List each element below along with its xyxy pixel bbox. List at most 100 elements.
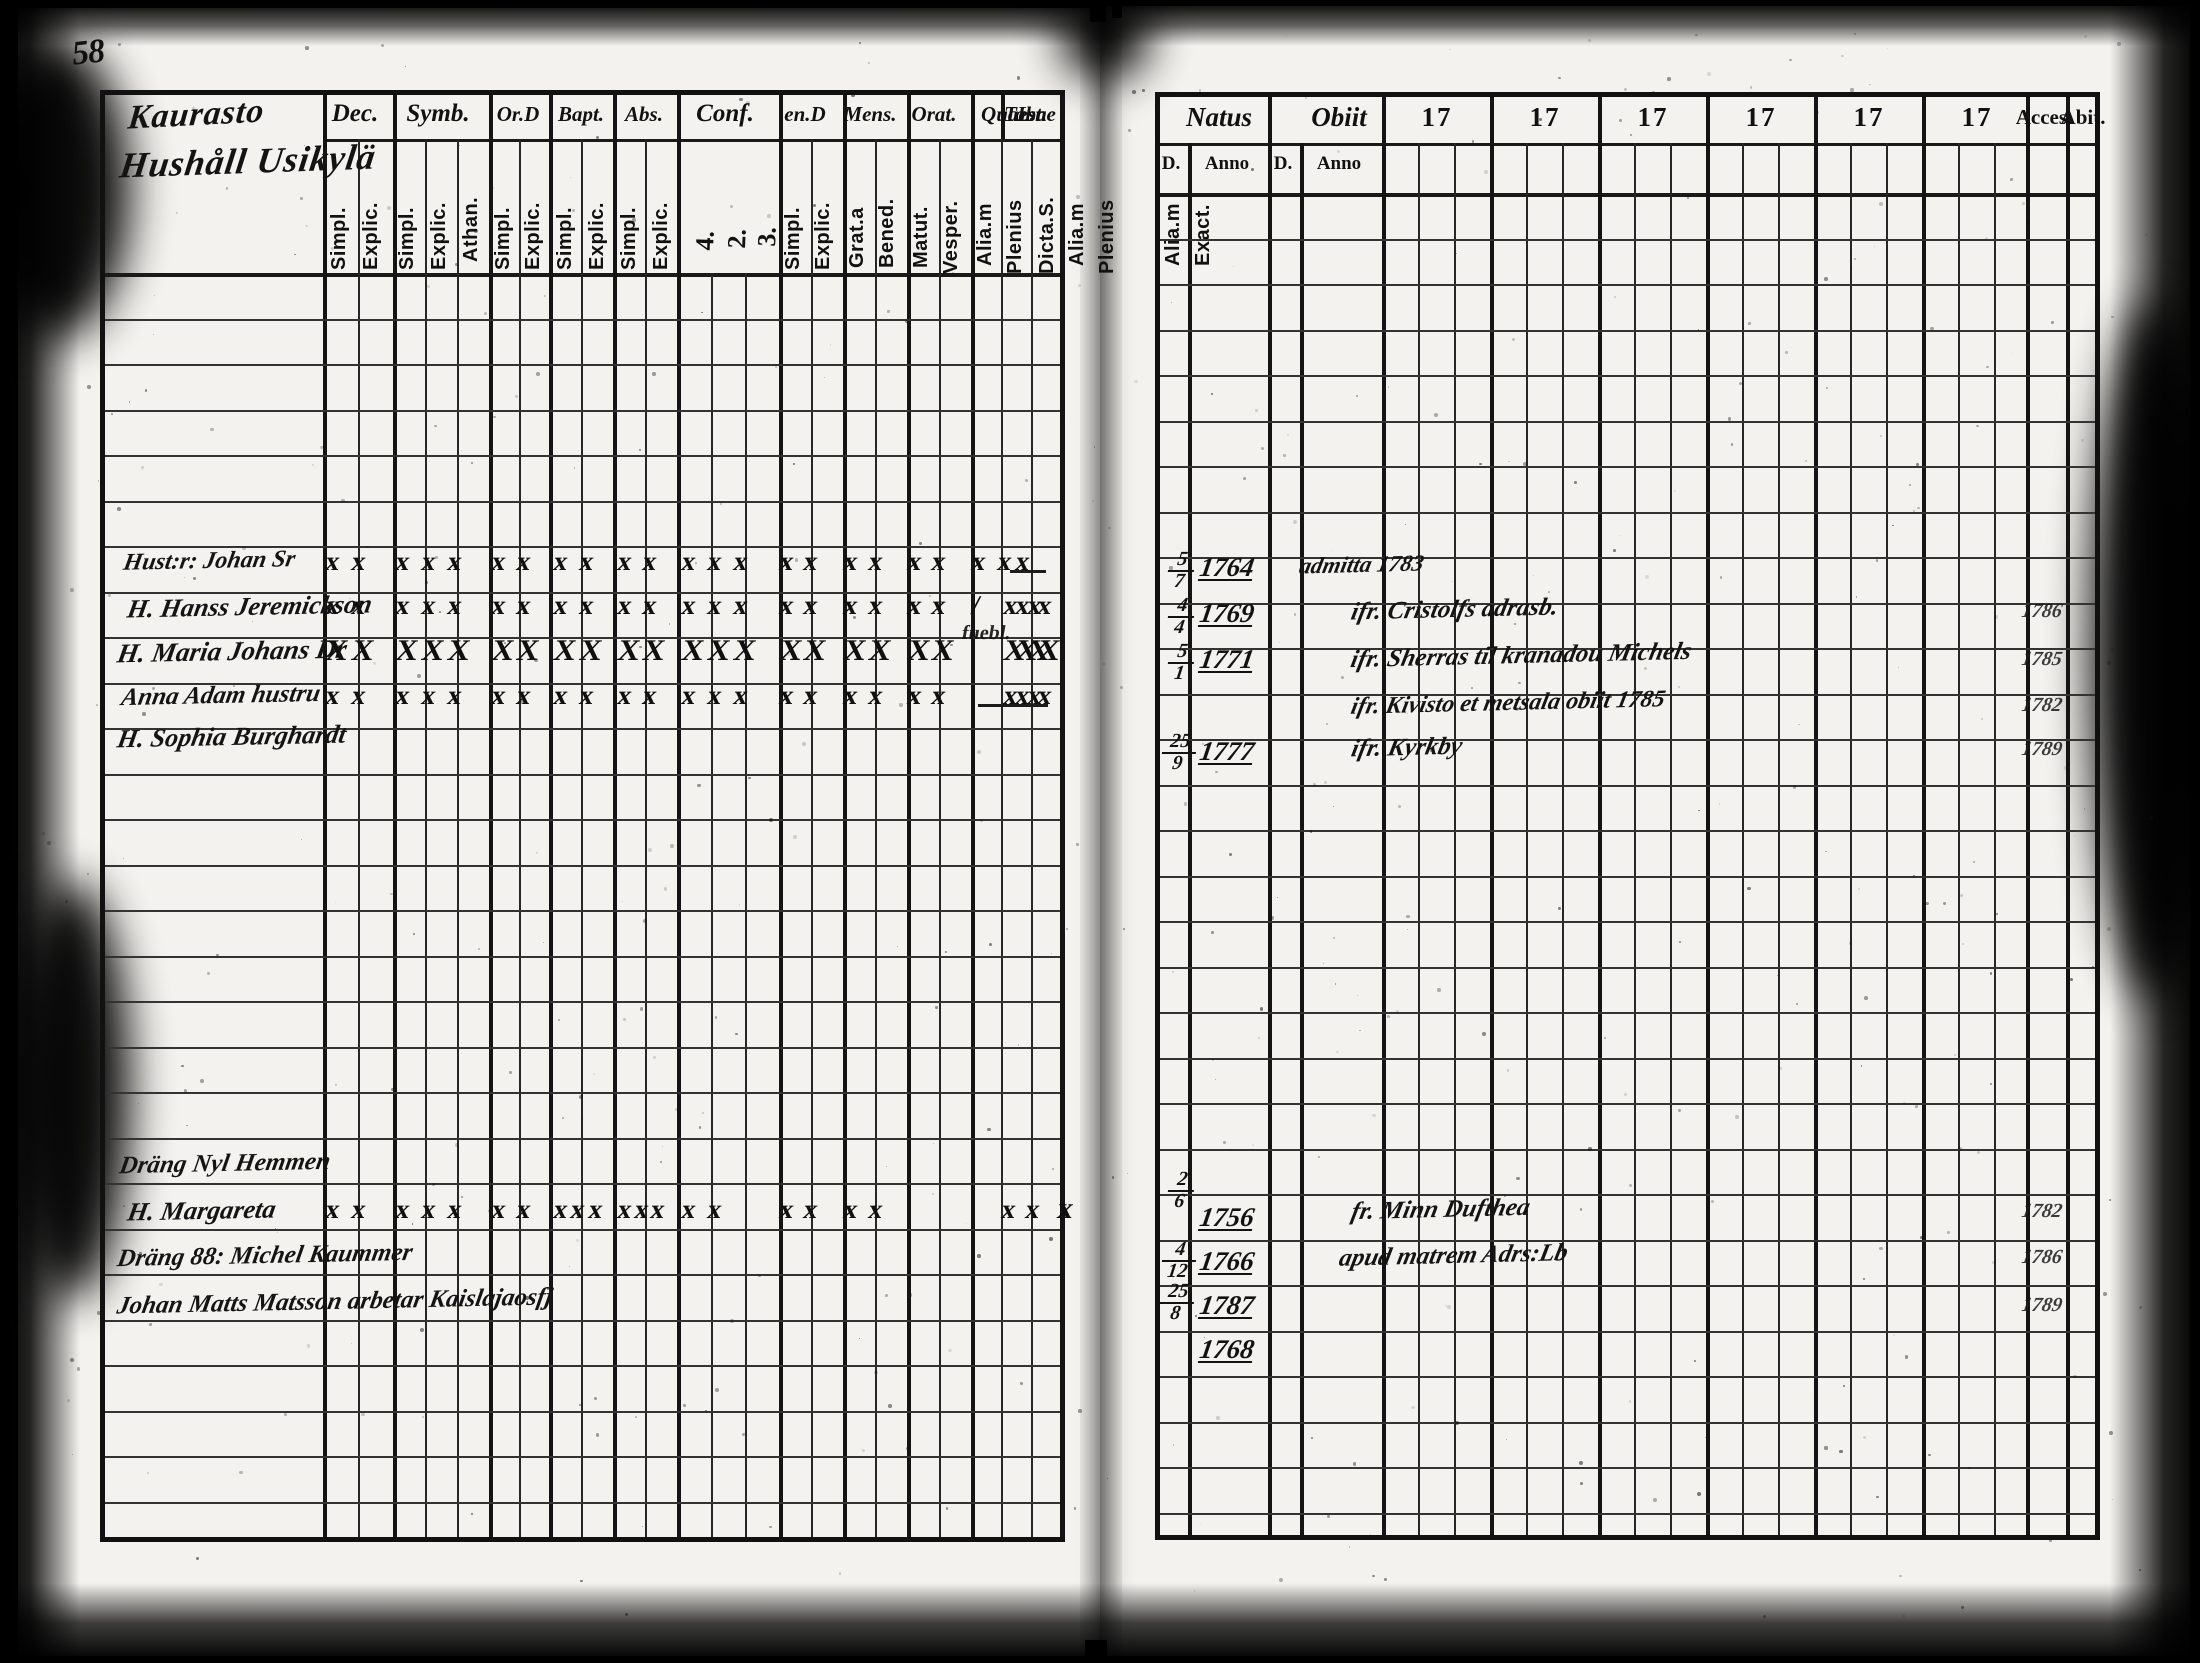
scan-speck	[1259, 1007, 1264, 1011]
scan-speck	[1333, 805, 1335, 808]
scan-speck	[460, 1196, 464, 1199]
row-rule	[105, 409, 1060, 412]
scan-speck	[1310, 830, 1313, 833]
scan-speck	[1849, 267, 1852, 270]
scan-speck	[830, 344, 832, 346]
scan-speck	[977, 749, 982, 754]
scan-speck	[1686, 197, 1689, 200]
scan-speck	[843, 266, 846, 270]
acces-year: 1782	[2020, 694, 2065, 716]
scan-speck	[183, 1089, 188, 1093]
scan-speck	[525, 1295, 530, 1300]
scan-speck	[1613, 549, 1616, 552]
col-sep	[677, 95, 681, 1537]
scan-speck	[1019, 1381, 1024, 1385]
scan-speck	[390, 893, 393, 896]
scan-speck	[372, 661, 376, 665]
scan-speck	[695, 561, 698, 565]
scan-speck	[1667, 77, 1671, 81]
scan-speck	[1976, 1151, 1980, 1155]
scan-blotch	[1060, 0, 1150, 80]
scan-speck	[1788, 58, 1792, 62]
scan-speck	[99, 1392, 103, 1396]
scan-speck	[100, 1296, 103, 1299]
scan-speck	[572, 208, 576, 212]
scan-speck	[2025, 221, 2030, 225]
scan-speck	[1522, 462, 1527, 467]
scan-speck	[151, 687, 155, 691]
scan-speck	[330, 246, 334, 250]
scan-speck	[1559, 1280, 1564, 1285]
scan-speck	[139, 1251, 142, 1255]
scan-speck	[1912, 874, 1915, 877]
natus-day: 25 9	[1159, 730, 1199, 774]
scan-speck	[621, 900, 623, 902]
scan-speck	[2110, 647, 2114, 651]
col-header-conf: Conf.	[696, 100, 754, 127]
scan-speck	[1491, 1386, 1493, 1388]
scan-speck	[1323, 781, 1327, 785]
scan-speck	[1325, 723, 1328, 726]
subheader-natus-anno: Anno	[1204, 153, 1250, 174]
scan-speck	[1850, 88, 1854, 92]
col-header-year-1: 17	[1421, 101, 1453, 132]
scan-speck	[1968, 1466, 1971, 1470]
scan-speck	[1735, 1114, 1739, 1119]
scan-speck	[1128, 129, 1131, 133]
list-item: H. Margareta	[125, 1194, 279, 1227]
scan-speck	[209, 427, 214, 432]
scan-speck	[1017, 1044, 1020, 1047]
scan-speck	[1134, 379, 1138, 384]
scan-speck	[1814, 1388, 1817, 1391]
scan-speck	[70, 588, 74, 592]
scan-speck	[2011, 353, 2013, 355]
col-header-year-4: 17	[1745, 101, 1777, 132]
subheader-tabae-alia: Alia.m	[1066, 202, 1088, 266]
scan-speck	[1395, 1010, 1399, 1014]
scan-speck	[1108, 526, 1111, 529]
scan-speck	[1946, 1230, 1951, 1234]
scan-speck	[1624, 1092, 1628, 1097]
scan-speck	[767, 214, 772, 218]
scan-speck	[1696, 1492, 1701, 1497]
scan-speck	[735, 1032, 738, 1036]
scan-speck	[1619, 535, 1621, 537]
scan-speck	[1972, 860, 1976, 864]
scan-speck	[1216, 1416, 1220, 1420]
scan-speck	[1384, 1578, 1387, 1581]
scan-speck	[1730, 443, 1734, 446]
scan-speck	[887, 310, 890, 313]
obiit-note: admitta 1783	[1297, 550, 1427, 579]
col-sep	[1886, 143, 1888, 1535]
scan-speck	[965, 1223, 967, 1225]
natus-year: 1766	[1197, 1246, 1257, 1276]
scan-speck	[1814, 110, 1819, 115]
scan-speck	[274, 1228, 277, 1230]
scan-speck	[908, 1292, 913, 1297]
scan-speck	[1075, 194, 1080, 199]
scan-speck	[2109, 1430, 2113, 1435]
scan-speck	[1456, 253, 1458, 255]
scan-speck	[1892, 1333, 1896, 1337]
scan-speck	[159, 1282, 163, 1287]
scan-speck	[232, 684, 236, 688]
scan-speck	[47, 841, 52, 846]
scan-speck	[579, 1095, 584, 1100]
scan-speck	[702, 1112, 705, 1114]
scan-speck	[1901, 1614, 1906, 1618]
scan-speck	[1327, 1514, 1331, 1518]
scan-speck	[2073, 1374, 2077, 1379]
scan-speck	[1532, 574, 1534, 576]
obiit-note: apud matrem Adrs:Lb	[1336, 1239, 1571, 1272]
subheader-obiit-d: D.	[1273, 153, 1293, 174]
scan-speck	[639, 448, 642, 451]
scan-speck	[867, 61, 870, 64]
scan-speck	[1917, 506, 1920, 510]
scan-speck	[225, 187, 229, 190]
subheader-bapt-simpl: Simpl.	[554, 206, 576, 270]
row-rule	[105, 910, 1060, 912]
scan-speck	[1912, 509, 1915, 512]
subheader-orat-vesper: Vesper.	[940, 200, 962, 274]
left-register-table	[100, 90, 1065, 1542]
scan-speck	[1762, 1615, 1766, 1619]
